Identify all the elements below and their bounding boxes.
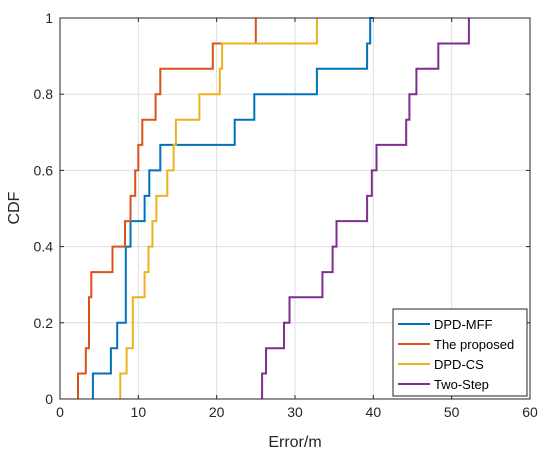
series-line-dpd-cs [119,18,318,399]
x-tick-label: 30 [287,404,303,420]
y-tick-label: 0.6 [34,162,54,178]
x-axis-label: Error/m [268,434,321,451]
y-tick-label: 1 [45,10,53,26]
legend-entry-label: Two-Step [434,377,489,392]
x-tick-label: 60 [522,404,538,420]
x-tick-label: 0 [56,404,64,420]
y-tick-label: 0.4 [34,239,54,255]
legend-entry-label: The proposed [434,337,514,352]
series-lines [77,17,470,399]
axis-ticks: 0 10 20 30 40 50 60 0 0.2 0.4 0.6 0.8 1 [34,10,538,420]
x-tick-label: 50 [444,404,460,420]
legend-entry-label: DPD-CS [434,357,484,372]
series-line-two-step [261,18,470,399]
y-tick-label: 0.8 [34,86,54,102]
series-line-dpd-mff [91,17,374,399]
legend: DPD-MFF The proposed DPD-CS Two-Step [392,308,528,397]
y-tick-label: 0 [45,391,53,407]
legend-entry-label: DPD-MFF [434,317,493,332]
x-tick-label: 20 [209,404,225,420]
y-tick-label: 0.2 [34,315,54,331]
x-tick-label: 10 [131,404,147,420]
x-tick-label: 40 [366,404,382,420]
y-axis-label: CDF [6,191,23,224]
series-line-the-proposed [77,18,257,399]
